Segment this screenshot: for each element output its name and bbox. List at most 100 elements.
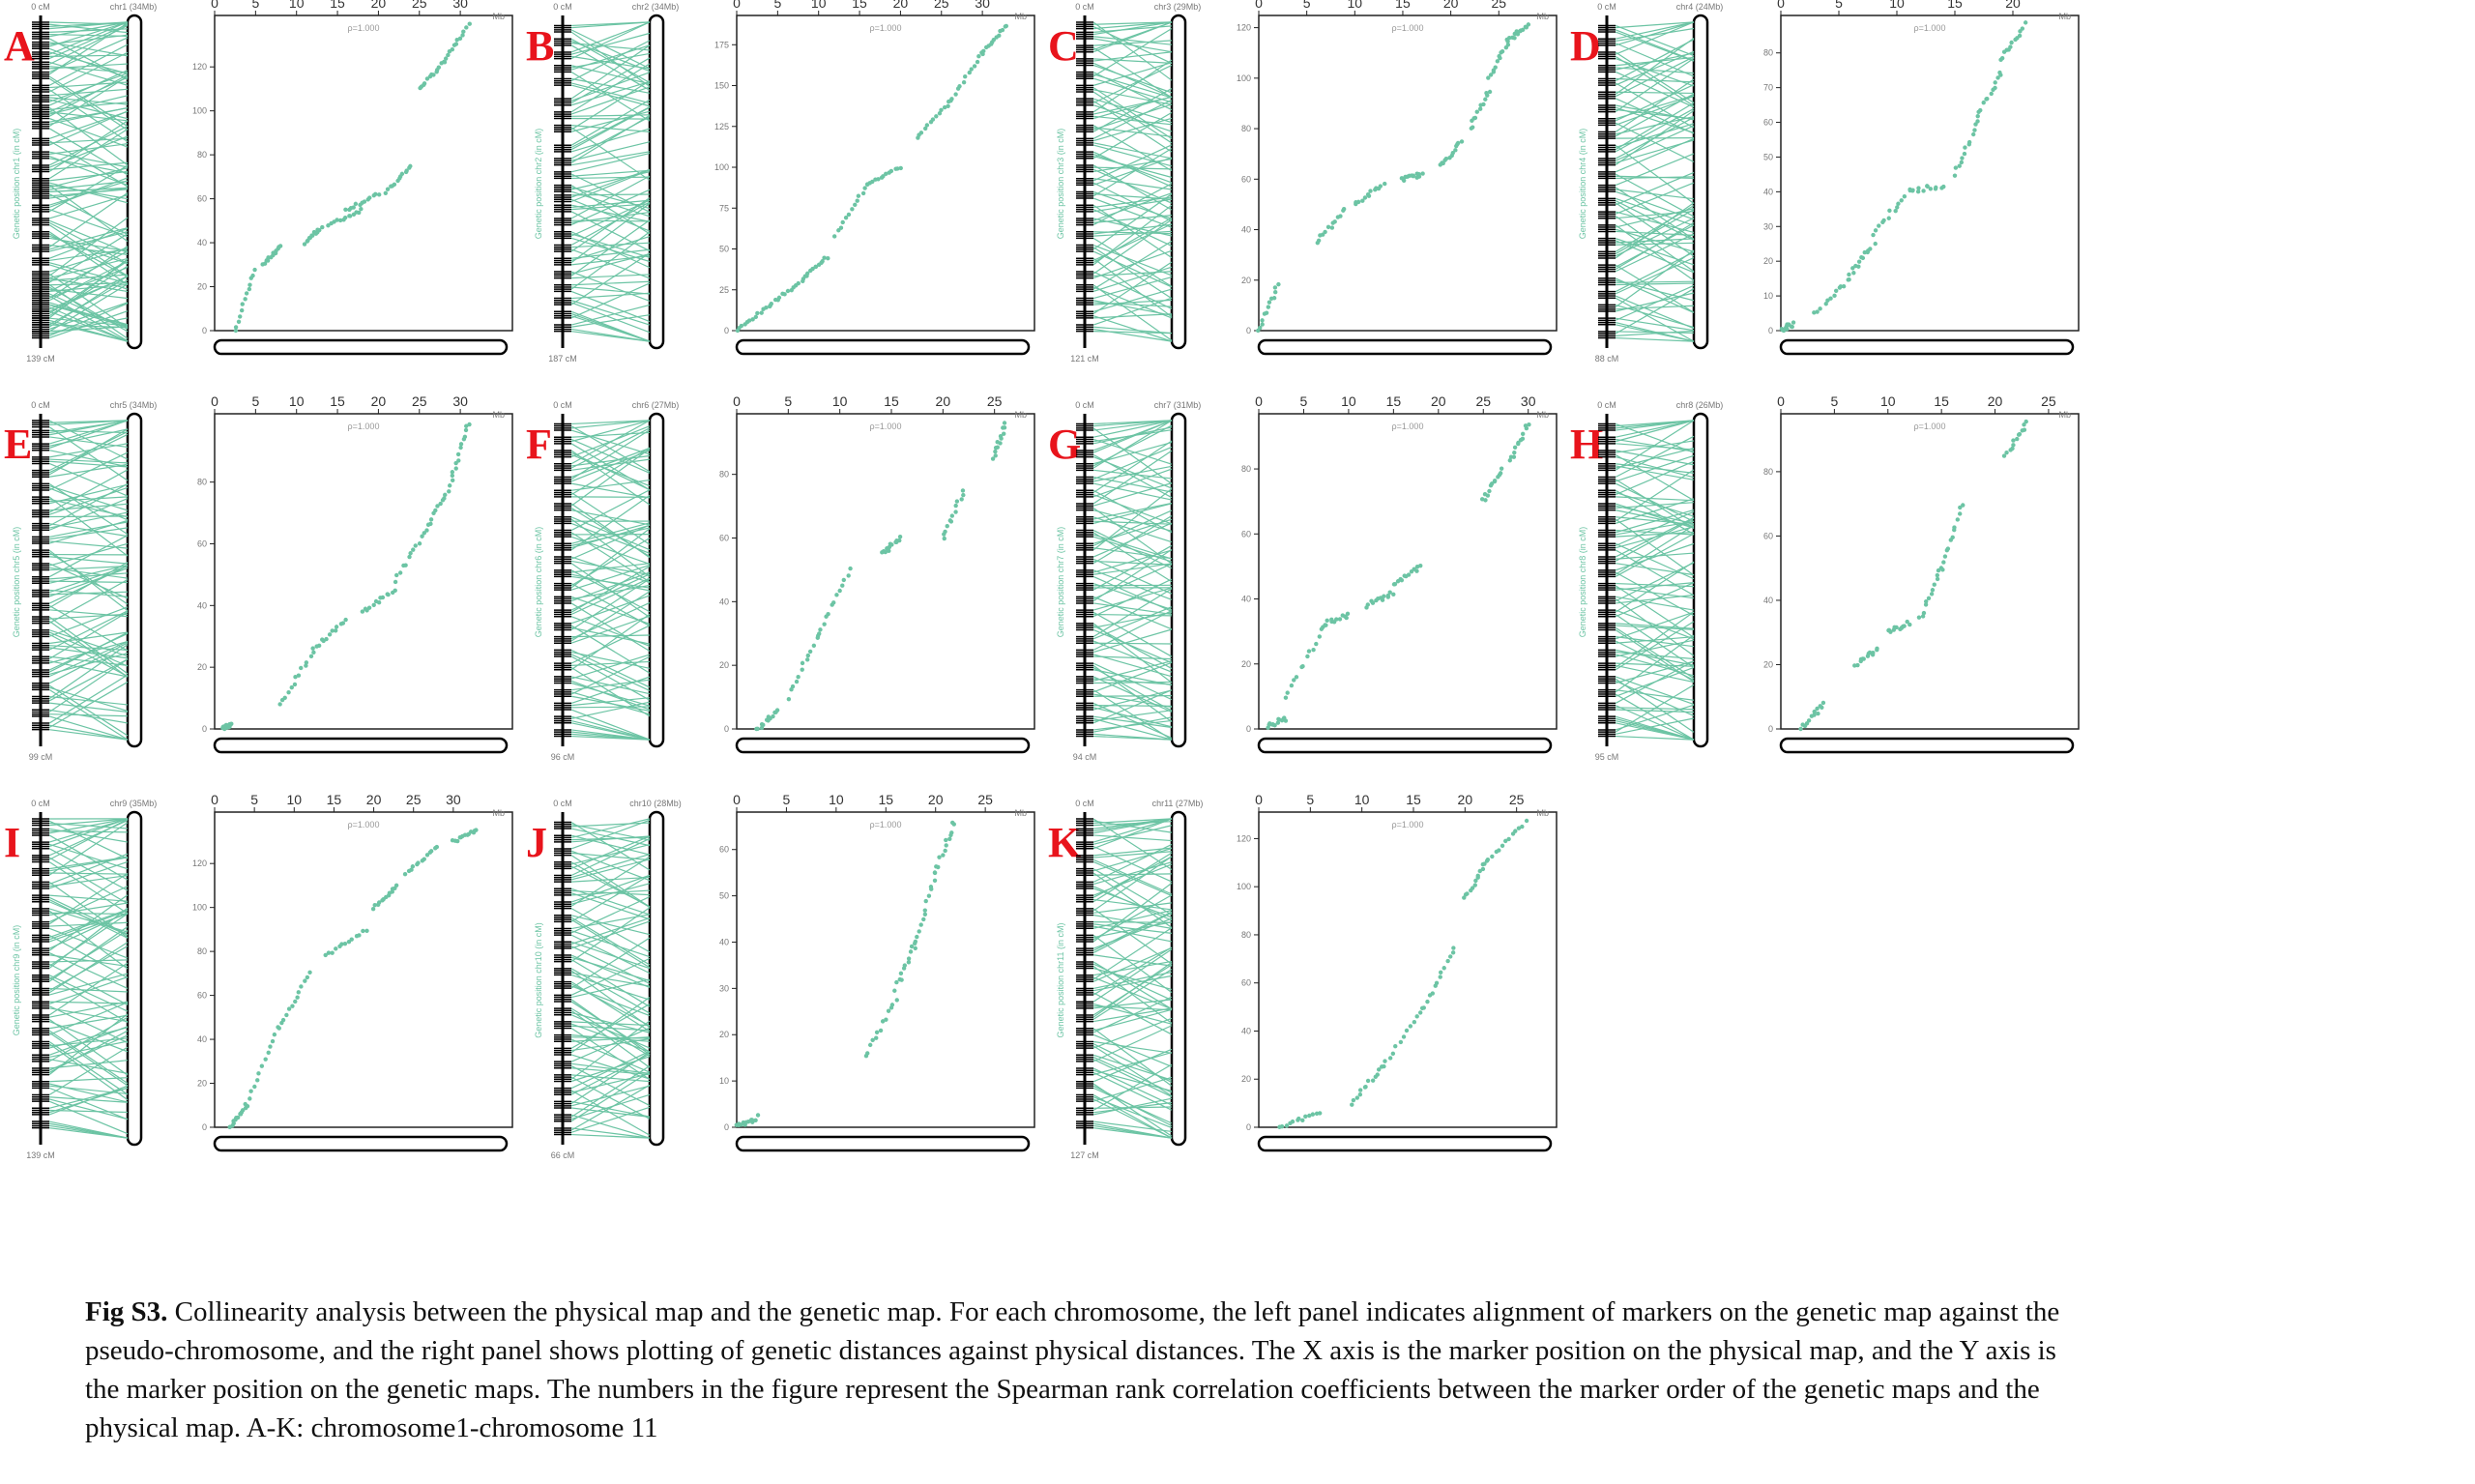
scatter-point — [963, 74, 968, 79]
alignment-line — [1092, 1076, 1173, 1102]
scatter-point — [277, 244, 283, 248]
scatter-point — [746, 318, 752, 323]
alignment-line — [570, 271, 651, 302]
alignment-line — [1615, 279, 1695, 302]
alignment-line — [48, 579, 129, 625]
alignment-line — [1092, 450, 1173, 505]
scatter-point — [1492, 478, 1498, 483]
alignment-line — [48, 973, 129, 996]
alignment-line — [48, 962, 129, 1016]
y-tick-label: 0 — [202, 326, 207, 335]
alignment-line — [1092, 843, 1173, 883]
genetic-bottom-label: 127 cM — [1070, 1150, 1099, 1160]
scatter-point — [1279, 1123, 1285, 1129]
alignment-line — [570, 280, 651, 286]
scatter-point — [353, 201, 359, 207]
x-tick-label: 15 — [852, 0, 867, 11]
caption-text: Collinearity analysis between the physic… — [85, 1296, 2060, 1443]
scatter-point — [277, 1026, 281, 1031]
alignment-line — [48, 1060, 129, 1069]
scatter-point — [1292, 678, 1296, 683]
scatter-point — [800, 660, 805, 666]
alignment-line — [1092, 628, 1173, 654]
alignment-line — [48, 317, 129, 335]
x-tick-label: 0 — [1255, 792, 1263, 807]
scatter-point — [761, 722, 766, 728]
alignment-line — [48, 283, 129, 333]
scatter-point — [280, 1017, 286, 1023]
alignment-line — [570, 197, 651, 252]
alignment-line — [48, 137, 129, 144]
scatter-point — [1524, 818, 1529, 824]
alignment-line — [1615, 639, 1695, 657]
scatter-point — [993, 453, 998, 458]
alignment-line — [1092, 681, 1173, 684]
alignment-line — [1615, 197, 1695, 226]
alignment-line — [48, 853, 129, 886]
alignment-line — [48, 702, 129, 713]
alignment-line — [570, 895, 651, 934]
alignment-line — [570, 957, 651, 996]
scatter-point — [953, 509, 958, 514]
scatter-point — [2022, 427, 2027, 432]
scatter-point — [1294, 675, 1299, 680]
scatter-point — [1477, 106, 1483, 111]
alignment-line — [1092, 482, 1173, 507]
scatter-point — [1503, 838, 1508, 844]
scatter-point — [1833, 288, 1839, 293]
scatter-point — [1324, 623, 1328, 627]
alignment-line — [1092, 549, 1173, 573]
alignment-line — [48, 644, 129, 700]
alignment-line — [48, 818, 129, 860]
x-unit-label: Mb — [1536, 12, 1549, 21]
alignment-line — [48, 631, 129, 667]
alignment-line — [1092, 716, 1173, 733]
alignment-line — [1092, 960, 1173, 976]
alignment-lines — [1092, 21, 1173, 342]
x-tick-label: 25 — [987, 393, 1003, 409]
scatter-point — [867, 1042, 873, 1048]
alignment-line — [1092, 818, 1173, 850]
scatter-point — [1816, 711, 1820, 716]
pseudo-chromosome-bar — [126, 810, 143, 1147]
scatter-point — [1486, 75, 1491, 80]
scatter-point — [1418, 563, 1423, 568]
x-unit-label: Mb — [1014, 12, 1027, 21]
scatter-point — [1935, 576, 1940, 582]
scatter-point — [1351, 1097, 1356, 1103]
alignment-line — [48, 1030, 129, 1073]
scatter-point — [1337, 617, 1343, 622]
alignment-line — [1092, 183, 1173, 226]
scatter-point — [366, 605, 372, 610]
scatter-point — [942, 104, 947, 110]
alignment-line — [570, 117, 651, 120]
scatter-point — [1425, 999, 1430, 1004]
alignment-line — [48, 1026, 129, 1056]
scatter-point — [1272, 289, 1278, 295]
scatter-point — [326, 223, 331, 228]
alignment-line — [48, 542, 129, 567]
x-tick-label: 0 — [733, 0, 741, 11]
alignment-line — [48, 902, 129, 917]
alignment-line — [1092, 89, 1173, 105]
alignment-line — [1615, 51, 1695, 103]
scatter-point — [1860, 255, 1866, 261]
scatter-point — [909, 944, 915, 949]
alignment-line — [570, 835, 651, 869]
scatter-point — [1289, 683, 1295, 688]
scatter-point — [953, 92, 958, 97]
alignment-line — [48, 913, 129, 967]
scatter-point — [402, 871, 408, 877]
alignment-line — [570, 522, 651, 544]
scatter-points — [734, 820, 956, 1127]
alignment-line — [1615, 190, 1695, 220]
x-tick-label: 20 — [371, 0, 387, 11]
y-tick-label: 20 — [719, 660, 729, 670]
alignment-line — [48, 233, 129, 283]
scatter-point — [1303, 1114, 1308, 1119]
alignment-line — [570, 106, 651, 149]
scatter-point — [416, 860, 421, 865]
alignment-line — [1615, 611, 1695, 669]
alignment-line — [1092, 420, 1173, 453]
scatter-point — [1895, 205, 1900, 210]
